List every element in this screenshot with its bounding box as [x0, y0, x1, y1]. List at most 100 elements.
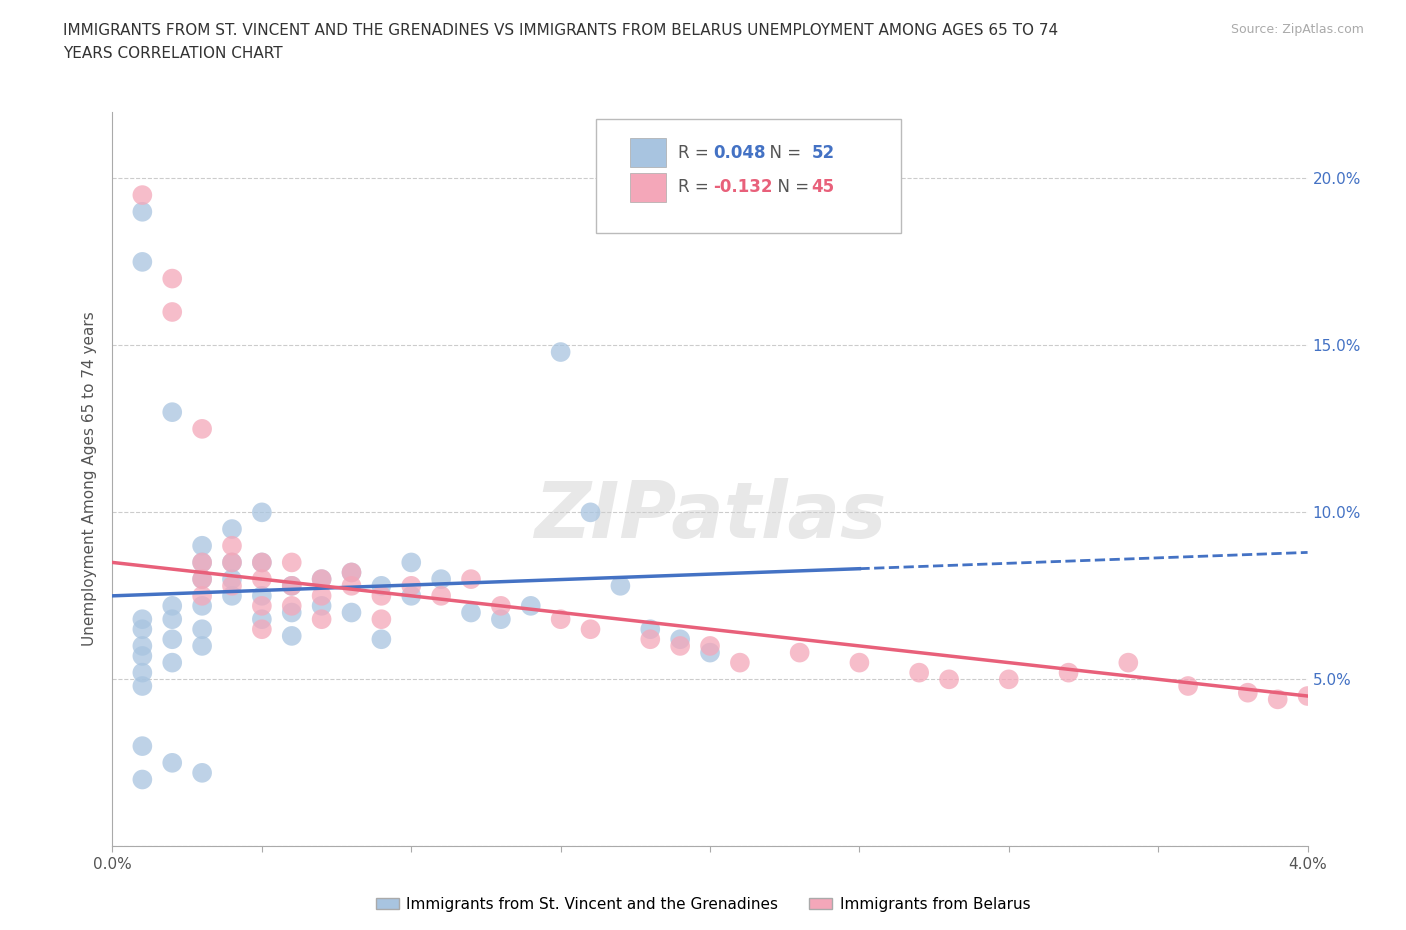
Point: [998, 671, 1021, 686]
Point: [250, 555, 273, 570]
Point: [311, 572, 333, 587]
Point: [162, 612, 183, 627]
Text: YEARS CORRELATION CHART: YEARS CORRELATION CHART: [63, 46, 283, 61]
Text: IMMIGRANTS FROM ST. VINCENT AND THE GRENADINES VS IMMIGRANTS FROM BELARUS UNEMPL: IMMIGRANTS FROM ST. VINCENT AND THE GREN…: [63, 23, 1059, 38]
Point: [131, 665, 153, 680]
Point: [281, 598, 304, 613]
Point: [250, 555, 273, 570]
Point: [609, 578, 631, 593]
Point: [489, 612, 512, 627]
Point: [728, 656, 751, 671]
Point: [221, 589, 243, 604]
Point: [579, 505, 602, 520]
Point: [430, 589, 453, 604]
Point: [162, 755, 183, 770]
Point: [162, 272, 183, 286]
Point: [370, 578, 392, 593]
Text: -0.132: -0.132: [714, 179, 773, 196]
Point: [908, 665, 931, 680]
Point: [520, 598, 543, 613]
Point: [131, 639, 153, 654]
Point: [191, 555, 214, 570]
Point: [340, 578, 363, 593]
Point: [162, 631, 183, 646]
Point: [311, 598, 333, 613]
Point: [162, 304, 183, 319]
Point: [191, 622, 214, 637]
Point: [699, 645, 721, 660]
Text: 0.048: 0.048: [714, 144, 766, 162]
Point: [789, 645, 811, 660]
Point: [640, 622, 662, 637]
Point: [250, 622, 273, 637]
Point: [191, 589, 214, 604]
Point: [131, 612, 153, 627]
Point: [1296, 688, 1319, 703]
Point: [281, 555, 304, 570]
Point: [221, 555, 243, 570]
Point: [221, 555, 243, 570]
Point: [669, 639, 692, 654]
Bar: [630, 138, 666, 167]
Point: [1057, 665, 1080, 680]
Point: [550, 345, 572, 360]
Point: [162, 656, 183, 671]
Point: [221, 538, 243, 553]
Point: [460, 572, 482, 587]
Point: [281, 578, 304, 593]
Point: [401, 578, 423, 593]
Text: 45: 45: [811, 179, 835, 196]
Point: [281, 629, 304, 644]
Text: 52: 52: [811, 144, 835, 162]
Point: [131, 679, 153, 694]
Bar: [630, 173, 666, 202]
Point: [669, 631, 692, 646]
Point: [401, 589, 423, 604]
Point: [699, 639, 721, 654]
Point: [370, 589, 392, 604]
Point: [131, 622, 153, 637]
Point: [340, 565, 363, 580]
Point: [1237, 685, 1260, 700]
Text: Source: ZipAtlas.com: Source: ZipAtlas.com: [1230, 23, 1364, 36]
Point: [579, 622, 602, 637]
Point: [131, 188, 153, 203]
Point: [131, 205, 153, 219]
Point: [281, 605, 304, 620]
Point: [340, 565, 363, 580]
Point: [162, 405, 183, 419]
Point: [250, 572, 273, 587]
Point: [1118, 656, 1140, 671]
Point: [938, 671, 960, 686]
Point: [191, 555, 214, 570]
Point: [281, 578, 304, 593]
Point: [221, 572, 243, 587]
Point: [340, 605, 363, 620]
Point: [250, 505, 273, 520]
Point: [131, 772, 153, 787]
Y-axis label: Unemployment Among Ages 65 to 74 years: Unemployment Among Ages 65 to 74 years: [82, 312, 97, 646]
Point: [489, 598, 512, 613]
Point: [191, 572, 214, 587]
Text: ZIPatlas: ZIPatlas: [534, 478, 886, 553]
Point: [311, 572, 333, 587]
Point: [640, 631, 662, 646]
Point: [550, 612, 572, 627]
Point: [221, 578, 243, 593]
Point: [848, 656, 870, 671]
Point: [370, 631, 392, 646]
Text: R =: R =: [678, 144, 714, 162]
Point: [162, 598, 183, 613]
Point: [311, 589, 333, 604]
Point: [191, 639, 214, 654]
FancyBboxPatch shape: [596, 119, 901, 232]
Legend: Immigrants from St. Vincent and the Grenadines, Immigrants from Belarus: Immigrants from St. Vincent and the Gren…: [370, 891, 1036, 918]
Point: [1177, 679, 1199, 694]
Point: [460, 605, 482, 620]
Point: [430, 572, 453, 587]
Point: [401, 555, 423, 570]
Point: [191, 598, 214, 613]
Point: [311, 612, 333, 627]
Point: [131, 255, 153, 270]
Point: [191, 572, 214, 587]
